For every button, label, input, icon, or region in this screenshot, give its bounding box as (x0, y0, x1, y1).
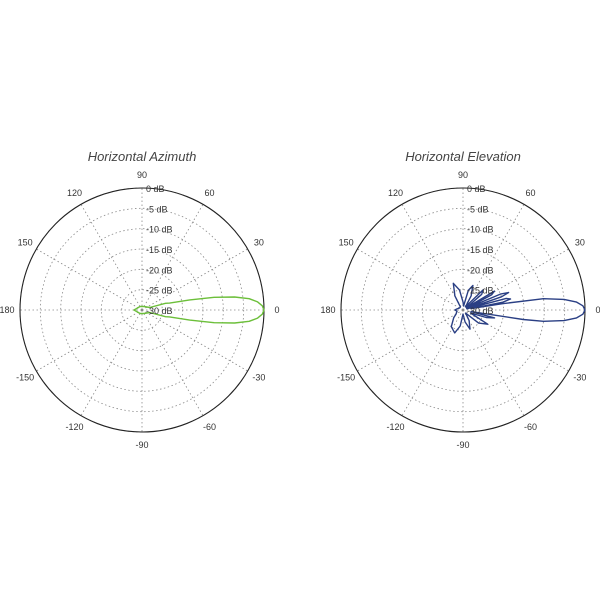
grid-ring (39, 207, 245, 413)
chart-title: Horizontal Azimuth (88, 149, 197, 164)
angle-tick-label: -120 (386, 422, 404, 432)
grid-spoke (357, 309, 464, 372)
grid-spoke (36, 248, 143, 311)
radial-tick-label: -15 dB (146, 245, 173, 255)
polar-grid (19, 187, 265, 433)
angle-tick-label: -120 (65, 422, 83, 432)
angle-tick-label: 90 (458, 170, 468, 180)
grid-spoke (141, 309, 248, 372)
chart-title: Horizontal Elevation (405, 149, 521, 164)
angle-tick-label: 60 (204, 188, 214, 198)
angle-tick-label: -30 (573, 373, 586, 383)
angle-tick-label: -90 (456, 440, 469, 450)
radial-tick-label: -20 dB (146, 265, 173, 275)
series-layer (450, 282, 586, 334)
radial-tick-label: -30 dB (146, 306, 173, 316)
grid-spoke (141, 248, 248, 311)
angle-tick-label: 60 (525, 188, 535, 198)
angle-tick-label: 150 (339, 238, 354, 248)
radial-tick-label: -5 dB (146, 204, 168, 214)
grid-spoke (357, 248, 464, 311)
angle-tick-label: -150 (337, 373, 355, 383)
radial-tick-label: -30 dB (467, 306, 494, 316)
grid-spoke (141, 204, 204, 311)
radial-tick-label: -10 dB (467, 225, 494, 235)
radial-tick-label: -10 dB (146, 225, 173, 235)
radial-tick-label: -5 dB (467, 204, 489, 214)
radial-tick-label: -15 dB (467, 245, 494, 255)
grid-spoke (80, 204, 143, 311)
grid-spoke (462, 309, 525, 416)
angle-tick-label: 0 (274, 305, 279, 315)
radial-tick-label: -25 dB (467, 286, 494, 296)
angle-tick-label: -30 (252, 373, 265, 383)
angle-tick-label: 0 (595, 305, 600, 315)
radial-tick-label: 0 dB (467, 184, 486, 194)
grid-ring (360, 207, 566, 413)
radial-tick-label: 0 dB (146, 184, 165, 194)
angle-tick-label: 180 (0, 305, 15, 315)
angle-tick-label: -150 (16, 373, 34, 383)
polar-grid (340, 187, 586, 433)
angle-tick-label: 30 (254, 238, 264, 248)
grid-spoke (401, 309, 464, 416)
angle-tick-label: 180 (320, 305, 335, 315)
angle-tick-label: -60 (203, 422, 216, 432)
label-layer: 0 30 60 90 120 150 180 -150 -120 -90 -60 -30 0 dB -5 … (0, 170, 280, 450)
pattern-series-line (133, 296, 265, 324)
angle-tick-label: 120 (388, 188, 403, 198)
radial-tick-label: -20 dB (467, 265, 494, 275)
series-layer (133, 296, 265, 324)
angle-tick-label: 90 (137, 170, 147, 180)
angle-tick-label: 30 (575, 238, 585, 248)
azimuth-polar-plot: Horizontal Azimuth 0 30 60 90 120 150 180 -150 -… (0, 149, 280, 450)
grid-spoke (141, 309, 204, 416)
angle-tick-label: -90 (135, 440, 148, 450)
elevation-polar-plot: Horizontal Elevation 0 30 60 90 120 150 180 -15… (320, 149, 600, 450)
angle-tick-label: 120 (67, 188, 82, 198)
grid-spoke (401, 204, 464, 311)
pattern-series-line (450, 282, 586, 334)
grid-spoke (36, 309, 143, 372)
angle-tick-label: -60 (524, 422, 537, 432)
angle-tick-label: 150 (18, 238, 33, 248)
grid-spoke (80, 309, 143, 416)
grid-spoke (462, 204, 525, 311)
radial-tick-label: -25 dB (146, 286, 173, 296)
label-layer: 0 30 60 90 120 150 180 -150 -120 -90 -60 -30 0 dB -5 … (320, 170, 600, 450)
